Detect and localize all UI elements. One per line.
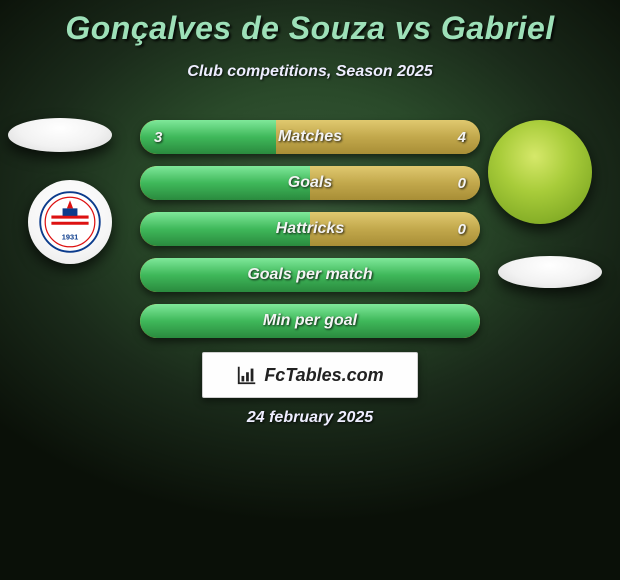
page-title: Gonçalves de Souza vs Gabriel: [0, 10, 620, 47]
chart-icon: [236, 364, 258, 386]
player2-club-placeholder: [498, 256, 602, 288]
bar-fill: [140, 304, 480, 338]
watermark-text: FcTables.com: [264, 365, 383, 386]
club-badge-icon: 1931: [39, 191, 101, 253]
player2-avatar: [488, 120, 592, 224]
bar-goals-per-match: Goals per match: [140, 258, 480, 292]
watermark: FcTables.com: [202, 352, 418, 398]
svg-text:1931: 1931: [62, 232, 79, 241]
bar-fill: [140, 166, 310, 200]
bar-goals: Goals 0: [140, 166, 480, 200]
bar-min-per-goal: Min per goal: [140, 304, 480, 338]
player1-club-badge: 1931: [28, 180, 112, 264]
bar-fill: [140, 120, 276, 154]
bar-hattricks: Hattricks 0: [140, 212, 480, 246]
bar-matches: 3 Matches 4: [140, 120, 480, 154]
player1-avatar-placeholder: [8, 118, 112, 152]
subtitle: Club competitions, Season 2025: [0, 63, 620, 81]
date: 24 february 2025: [0, 409, 620, 427]
stat-bars: 3 Matches 4 Goals 0 Hattricks 0 Goals pe…: [140, 120, 480, 350]
bar-fill: [140, 258, 480, 292]
bar-fill: [140, 212, 310, 246]
